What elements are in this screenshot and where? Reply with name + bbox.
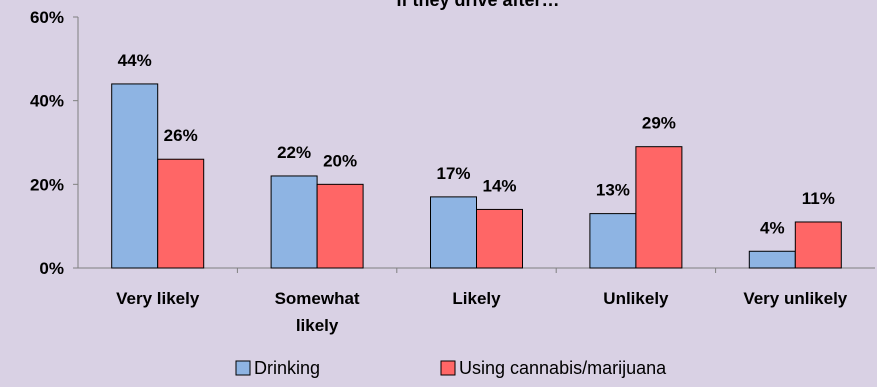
legend: Drinking Using cannabis/marijuana	[235, 358, 667, 378]
bar	[476, 208, 523, 269]
data-label: 29%	[642, 114, 676, 133]
legend-label: Drinking	[254, 358, 320, 378]
bar	[157, 158, 205, 269]
data-label: 26%	[164, 126, 198, 145]
y-tick-label: 20%	[30, 175, 64, 194]
y-tick-label: 40%	[30, 92, 64, 111]
y-tick-label: 0%	[39, 259, 64, 278]
legend-label: Using cannabis/marijuana	[459, 358, 667, 378]
data-label: 22%	[277, 143, 311, 162]
data-label: 13%	[596, 181, 630, 200]
x-tick-label: Unlikely	[603, 289, 669, 308]
legend-swatch	[235, 360, 251, 376]
bar	[316, 183, 364, 269]
bar	[794, 221, 842, 269]
data-label: 4%	[760, 218, 785, 237]
bar	[748, 250, 796, 269]
data-label: 11%	[802, 189, 835, 208]
x-tick-label: Very unlikely	[743, 289, 847, 308]
x-tick-label: Somewhat	[275, 289, 360, 308]
chart-title: If they drive after…	[396, 0, 559, 10]
data-label: 20%	[323, 151, 357, 170]
data-label: 44%	[118, 51, 152, 70]
x-tick-label: likely	[296, 316, 339, 335]
bar	[430, 196, 477, 269]
data-label: 17%	[436, 164, 470, 183]
bar	[635, 146, 683, 269]
legend-swatch	[440, 360, 456, 376]
bar	[270, 175, 318, 269]
bar	[589, 213, 637, 269]
data-label: 14%	[482, 176, 516, 195]
x-tick-label: Likely	[452, 289, 501, 308]
x-tick-label: Very likely	[116, 289, 200, 308]
bar	[111, 83, 159, 269]
y-tick-label: 60%	[30, 8, 64, 27]
